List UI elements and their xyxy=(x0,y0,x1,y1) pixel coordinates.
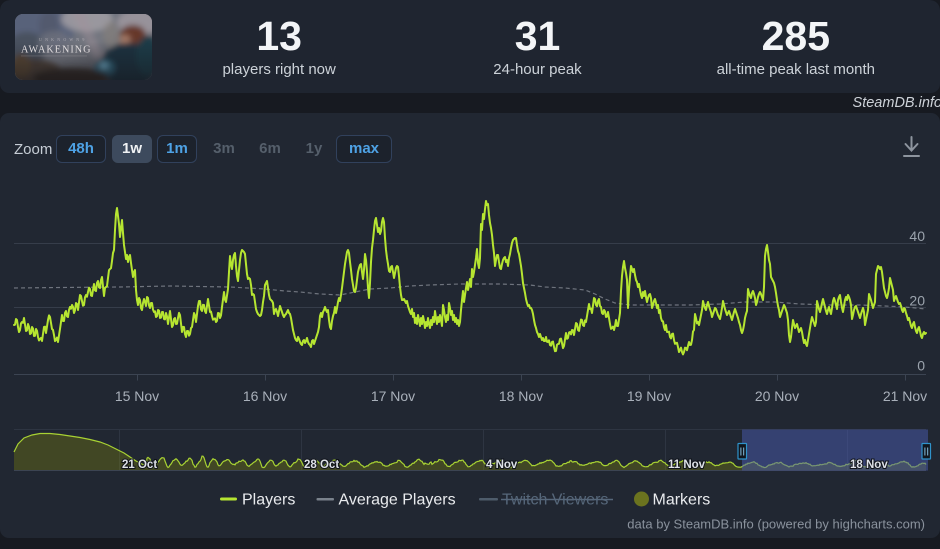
svg-text:Average Players: Average Players xyxy=(339,492,456,509)
svg-text:U N K N O W N 9: U N K N O W N 9 xyxy=(39,37,85,42)
svg-text:15 Nov: 15 Nov xyxy=(115,388,159,404)
svg-text:28 Oct: 28 Oct xyxy=(304,459,339,471)
svg-text:11 Nov: 11 Nov xyxy=(668,459,706,471)
svg-text:Markers: Markers xyxy=(653,492,711,509)
svg-text:AWAKENING: AWAKENING xyxy=(21,45,91,56)
svg-text:0: 0 xyxy=(917,358,925,374)
svg-text:18 Nov: 18 Nov xyxy=(850,459,888,471)
svg-text:4 Nov: 4 Nov xyxy=(486,459,518,471)
svg-text:40: 40 xyxy=(909,228,925,244)
svg-text:16 Nov: 16 Nov xyxy=(243,388,287,404)
svg-text:21 Oct: 21 Oct xyxy=(122,459,157,471)
svg-text:19 Nov: 19 Nov xyxy=(627,388,671,404)
svg-text:21 Nov: 21 Nov xyxy=(883,388,927,404)
svg-text:18 Nov: 18 Nov xyxy=(499,388,543,404)
svg-text:20: 20 xyxy=(909,293,925,309)
svg-text:data by SteamDB.info (powered: data by SteamDB.info (powered by highcha… xyxy=(627,517,925,532)
svg-text:20 Nov: 20 Nov xyxy=(755,388,799,404)
svg-text:17 Nov: 17 Nov xyxy=(371,388,415,404)
svg-text:Players: Players xyxy=(242,492,295,509)
